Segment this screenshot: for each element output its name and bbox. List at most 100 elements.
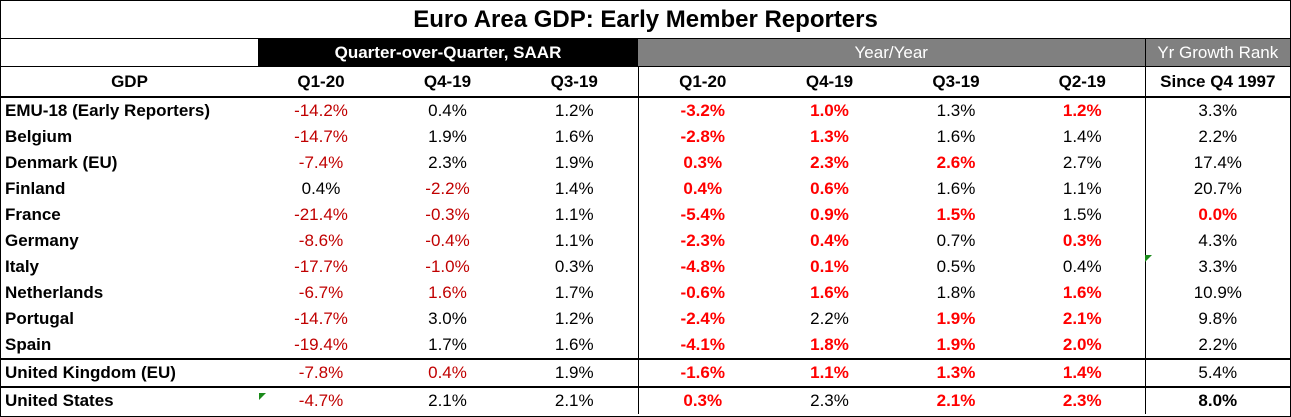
table-cell: 1.2% [554, 309, 594, 328]
table-cell: 1.4% [554, 179, 594, 198]
table-cell: -2.4% [637, 306, 767, 332]
table-cell: 2.2% [810, 309, 849, 328]
table-cell: 4.3% [1144, 228, 1291, 254]
table-cell: -2.8% [637, 124, 767, 150]
cell-comment-marker [259, 393, 266, 400]
column-header: GDP [1, 66, 258, 98]
table-cell: 2.3% [1020, 386, 1145, 414]
group-header-rank: Yr Growth Rank [1144, 38, 1291, 67]
column-header: Q2-19 [1020, 66, 1145, 98]
table-cell: -4.8% [637, 254, 767, 280]
table-cell: 1.7% [428, 335, 467, 354]
column-header: Q4-19 [384, 66, 511, 98]
table-row: United Kingdom (EU) -7.8% 0.4% 1.9% -1.6% 1.1… [1, 358, 1291, 387]
table-cell: 0.3% [554, 257, 594, 276]
table-cell: 1.6% [428, 283, 467, 302]
column-header: Q3-19 [511, 66, 638, 98]
table-cell: 2.2% [1144, 124, 1291, 150]
table-row: EMU-18 (Early Reporters) -14.2% 0.4% 1.2% -3… [1, 97, 1291, 124]
row-label: United States [1, 386, 258, 414]
table-cell: 3.0% [428, 309, 467, 328]
table-cell: 0.4% [1062, 257, 1102, 276]
row-label: Italy [5, 257, 40, 276]
row-label: Finland [5, 179, 66, 198]
table-cell: -1.6% [637, 358, 767, 387]
column-header: Q3-19 [892, 66, 1020, 98]
table-cell: 1.6% [936, 179, 976, 198]
table-cell: 17.4% [1144, 150, 1291, 176]
row-label: Spain [5, 335, 52, 354]
column-header: Since Q4 1997 [1144, 66, 1291, 98]
table-cell: 2.1% [892, 386, 1020, 414]
row-label: Belgium [5, 127, 73, 146]
table-cell: 20.7% [1144, 176, 1291, 202]
table-cell: 1.3% [810, 127, 849, 146]
column-header: Q1-20 [258, 66, 384, 98]
row-label: France [5, 205, 61, 224]
table-row: Italy -17.7% -1.0% 0.3% -4.8% 0.1% 0.5% 0.4% 3.3… [1, 254, 1291, 280]
table-cell: 1.0% [810, 101, 849, 120]
table-cell: -17.7% [294, 257, 348, 276]
table-cell: 1.7% [554, 283, 594, 302]
table-cell: 1.3% [936, 101, 976, 120]
row-label: Denmark (EU) [5, 153, 118, 172]
table-cell: 10.9% [1144, 280, 1291, 306]
table-cell: 0.7% [936, 231, 976, 250]
table-cell: 0.5% [936, 257, 976, 276]
table-row: United States -4.7% 2.1% 2.1% 0.3% 2.3% 2.1% 2.… [1, 386, 1291, 414]
row-label: EMU-18 (Early Reporters) [5, 101, 211, 120]
table-cell: 0.6% [810, 179, 849, 198]
table-row: Denmark (EU) -7.4% 2.3% 1.9% 0.3% 2.3% 2.6% 2.7… [1, 150, 1291, 176]
table-cell: -21.4% [294, 205, 348, 224]
group-header-blank [1, 39, 258, 67]
table-cell: 1.1% [554, 205, 594, 224]
table-cell: 1.1% [554, 231, 594, 250]
table-cell: 1.9% [936, 335, 976, 354]
table-cell: 1.2% [554, 101, 594, 120]
table-cell: 1.9% [428, 127, 467, 146]
table-cell: 1.6% [810, 283, 849, 302]
table-cell: 2.6% [936, 153, 976, 172]
table-cell: 0.3% [637, 386, 767, 414]
table-cell: -19.4% [294, 335, 348, 354]
table-cell: -14.7% [294, 309, 348, 328]
table-row: Finland 0.4% -2.2% 1.4% 0.4% 0.6% 1.6% 1.1% 20.7… [1, 176, 1291, 202]
table-cell: 1.9% [554, 153, 594, 172]
table-cell: -0.6% [637, 280, 767, 306]
table-cell: -5.4% [637, 202, 767, 228]
table-cell: -14.2% [294, 101, 348, 120]
table-cell: 0.4% [810, 231, 849, 250]
table-cell: 1.5% [936, 205, 976, 224]
table-cell: 1.9% [511, 358, 638, 387]
table-cell: 0.3% [637, 150, 767, 176]
table-cell: 2.7% [1062, 153, 1102, 172]
table-cell: 2.2% [1144, 332, 1291, 359]
table-row: Belgium -14.7% 1.9% 1.6% -2.8% 1.3% 1.6% 1.4% 2.… [1, 124, 1291, 150]
table-cell: -2.2% [425, 179, 470, 198]
table-cell: -0.3% [425, 205, 470, 224]
table-row: Spain -19.4% 1.7% 1.6% -4.1% 1.8% 1.9% 2.0% 2.2% [1, 332, 1291, 359]
column-header: Q4-19 [767, 66, 892, 98]
table-cell: 1.2% [1062, 101, 1102, 120]
table-title: Euro Area GDP: Early Member Reporters [1, 1, 1291, 39]
table-cell: 2.3% [810, 153, 849, 172]
table-cell: 3.3% [1144, 97, 1291, 124]
table-cell: 9.8% [1144, 306, 1291, 332]
table-cell: 0.4% [637, 176, 767, 202]
table-cell: 1.8% [936, 283, 976, 302]
table-row: Portugal -14.7% 3.0% 1.2% -2.4% 2.2% 1.9% 2.1% 9… [1, 306, 1291, 332]
table-cell: 0.4% [428, 101, 467, 120]
table-cell: 0.1% [810, 257, 849, 276]
table-cell: 1.6% [936, 127, 976, 146]
table-cell: 1.6% [554, 335, 594, 354]
row-label: Germany [5, 231, 79, 250]
table-cell: -7.4% [298, 153, 344, 172]
table-cell: -4.7% [258, 386, 384, 414]
table-cell: 2.3% [767, 386, 892, 414]
table-cell: 2.3% [428, 153, 467, 172]
table-cell: -6.7% [298, 283, 344, 302]
table-cell: 1.8% [810, 335, 849, 354]
table-cell: 1.4% [1062, 127, 1102, 146]
